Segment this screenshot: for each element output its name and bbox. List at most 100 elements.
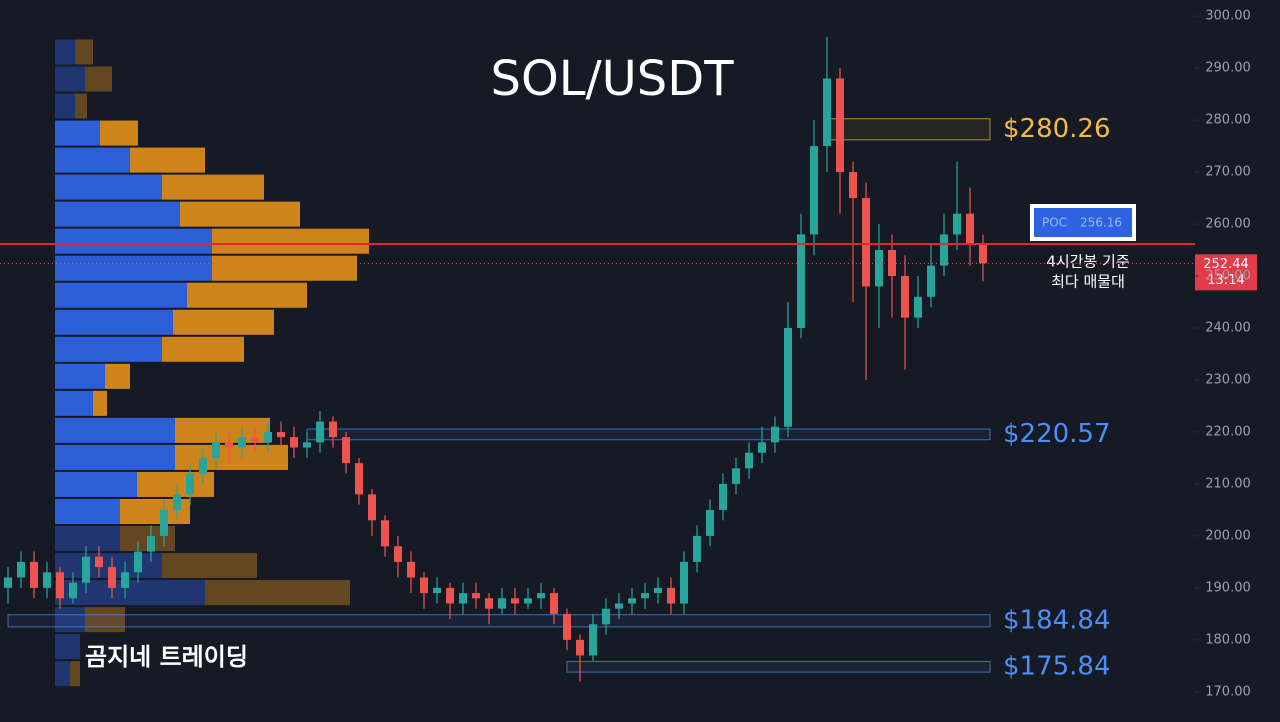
profile-buy <box>55 525 120 552</box>
profile-sell <box>212 228 369 254</box>
candle-body <box>498 598 506 609</box>
candle-body <box>17 561 25 578</box>
profile-sell <box>93 390 107 416</box>
candle-body <box>771 426 779 443</box>
candle-body <box>719 483 727 510</box>
profile-buy <box>55 282 187 308</box>
profile-buy <box>55 471 137 497</box>
profile-buy <box>55 120 100 146</box>
zone-label: $184.84 <box>1003 605 1111 635</box>
candle-body <box>979 244 987 264</box>
profile-buy <box>55 661 70 687</box>
poc-value: 256.16 <box>1080 216 1122 230</box>
candle-body <box>511 598 519 604</box>
candle-body <box>966 213 974 245</box>
candle-body <box>186 473 194 495</box>
y-tick-label: 260.00 <box>1205 217 1251 232</box>
candle-body <box>121 572 129 588</box>
candle-body <box>758 442 766 453</box>
profile-buy <box>55 417 175 443</box>
chart-title: SOL/USDT <box>490 51 734 107</box>
zone-label: $175.84 <box>1003 651 1111 681</box>
zone-label: $220.57 <box>1003 419 1111 449</box>
profile-buy <box>55 255 212 281</box>
volume-profile <box>55 39 369 687</box>
candle-body <box>433 587 441 594</box>
profile-buy <box>55 498 120 524</box>
candle-body <box>459 593 467 604</box>
profile-buy <box>55 39 75 65</box>
candle-body <box>953 213 961 235</box>
candle-body <box>654 587 662 594</box>
profile-sell <box>85 66 112 92</box>
candle-body <box>407 561 415 578</box>
watermark: 곰지네 트레이딩 <box>85 643 248 671</box>
candle-body <box>147 535 155 552</box>
candle-body <box>667 587 675 604</box>
profile-sell <box>212 255 357 281</box>
profile-buy <box>55 201 180 227</box>
profile-sell <box>162 553 257 579</box>
candle-body <box>745 452 753 469</box>
profile-buy <box>55 147 130 173</box>
candle-body <box>537 593 545 599</box>
zones: $280.26 $220.57 $184.84 $175.84 <box>7 114 1111 681</box>
zone <box>566 660 991 673</box>
y-tick-label: 200.00 <box>1205 528 1251 543</box>
candle-body <box>264 431 272 443</box>
candle-body <box>446 587 454 604</box>
candle-body <box>108 567 116 588</box>
candle-body <box>563 613 571 640</box>
y-tick-label: 300.00 <box>1205 9 1251 24</box>
candle-body <box>485 598 493 609</box>
candle-body <box>628 598 636 604</box>
profile-buy <box>55 228 212 254</box>
y-tick-label: 280.00 <box>1205 113 1251 128</box>
candle-body <box>199 457 207 474</box>
candle-body <box>290 437 298 448</box>
candle-body <box>238 437 246 448</box>
profile-sell <box>162 336 244 362</box>
last-price: 252.44 <box>1203 257 1249 272</box>
profile-buy <box>55 309 173 335</box>
candle-body <box>277 431 285 438</box>
poc-note: 4시간봉 기준 <box>1046 253 1130 271</box>
profile-buy <box>55 607 85 633</box>
profile-buy <box>55 93 75 119</box>
candle-body <box>641 593 649 599</box>
candle-body <box>4 577 12 588</box>
profile-buy <box>55 336 162 362</box>
profile-sell <box>137 471 214 497</box>
candle-body <box>589 624 597 656</box>
candle-body <box>342 437 350 464</box>
profile-sell <box>100 120 138 146</box>
candle-body <box>316 421 324 443</box>
y-tick-label: 270.00 <box>1205 165 1251 180</box>
candle-body <box>914 296 922 318</box>
candle-body <box>95 556 103 568</box>
candle-body <box>43 572 51 588</box>
profile-buy <box>55 363 105 389</box>
candle-body <box>862 198 870 287</box>
candle-body <box>524 598 532 604</box>
profile-sell <box>205 580 350 606</box>
y-tick-label: 240.00 <box>1205 320 1251 335</box>
candle-body <box>381 520 389 547</box>
candle-body <box>82 556 90 583</box>
y-tick-label: 170.00 <box>1205 684 1251 699</box>
zone <box>826 118 991 141</box>
profile-buy <box>55 66 85 92</box>
y-tick-label: 230.00 <box>1205 372 1251 387</box>
candle-body <box>901 276 909 318</box>
profile-sell <box>70 661 80 687</box>
candle-body <box>160 509 168 536</box>
poc-note: 최다 매물대 <box>1051 273 1125 291</box>
profile-buy <box>55 174 162 200</box>
candle-body <box>836 78 844 173</box>
poc-label: POC <box>1042 216 1067 230</box>
candle-body <box>56 572 64 599</box>
candle-body <box>940 234 948 266</box>
y-tick-label: 290.00 <box>1205 61 1251 76</box>
profile-sell <box>173 309 274 335</box>
